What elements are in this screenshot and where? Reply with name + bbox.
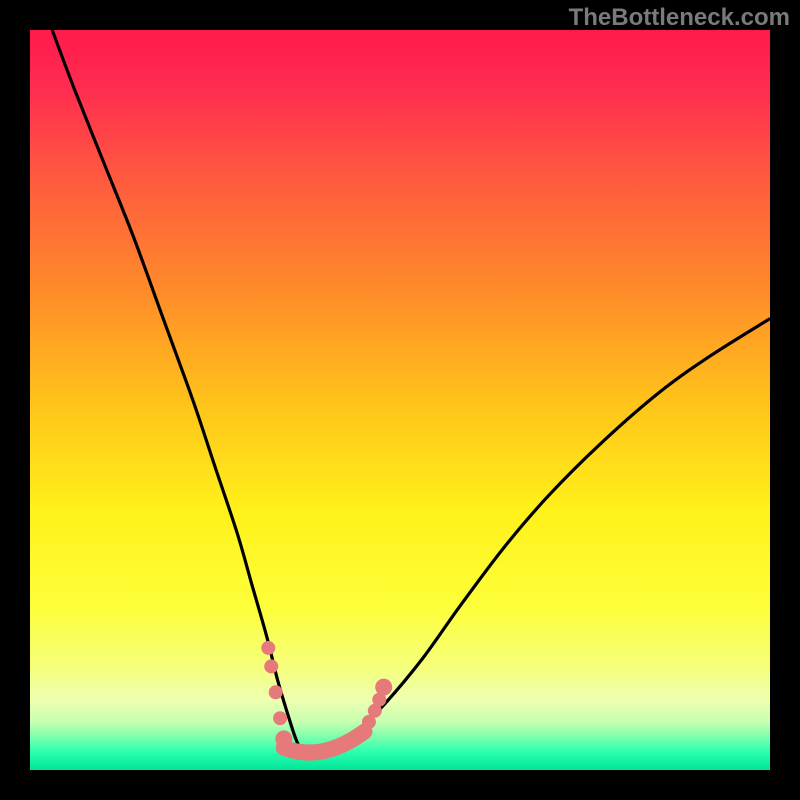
marker-dot [261, 641, 275, 655]
bottleneck-chart [0, 0, 800, 800]
watermark-text: TheBottleneck.com [569, 4, 790, 32]
marker-dot [273, 711, 287, 725]
marker-endpoint-left [275, 730, 292, 747]
marker-dot [264, 659, 278, 673]
marker-dot [269, 685, 283, 699]
marker-endpoint-right [375, 679, 392, 696]
chart-stage: TheBottleneck.com [0, 0, 800, 800]
plot-background-gradient [30, 30, 770, 770]
